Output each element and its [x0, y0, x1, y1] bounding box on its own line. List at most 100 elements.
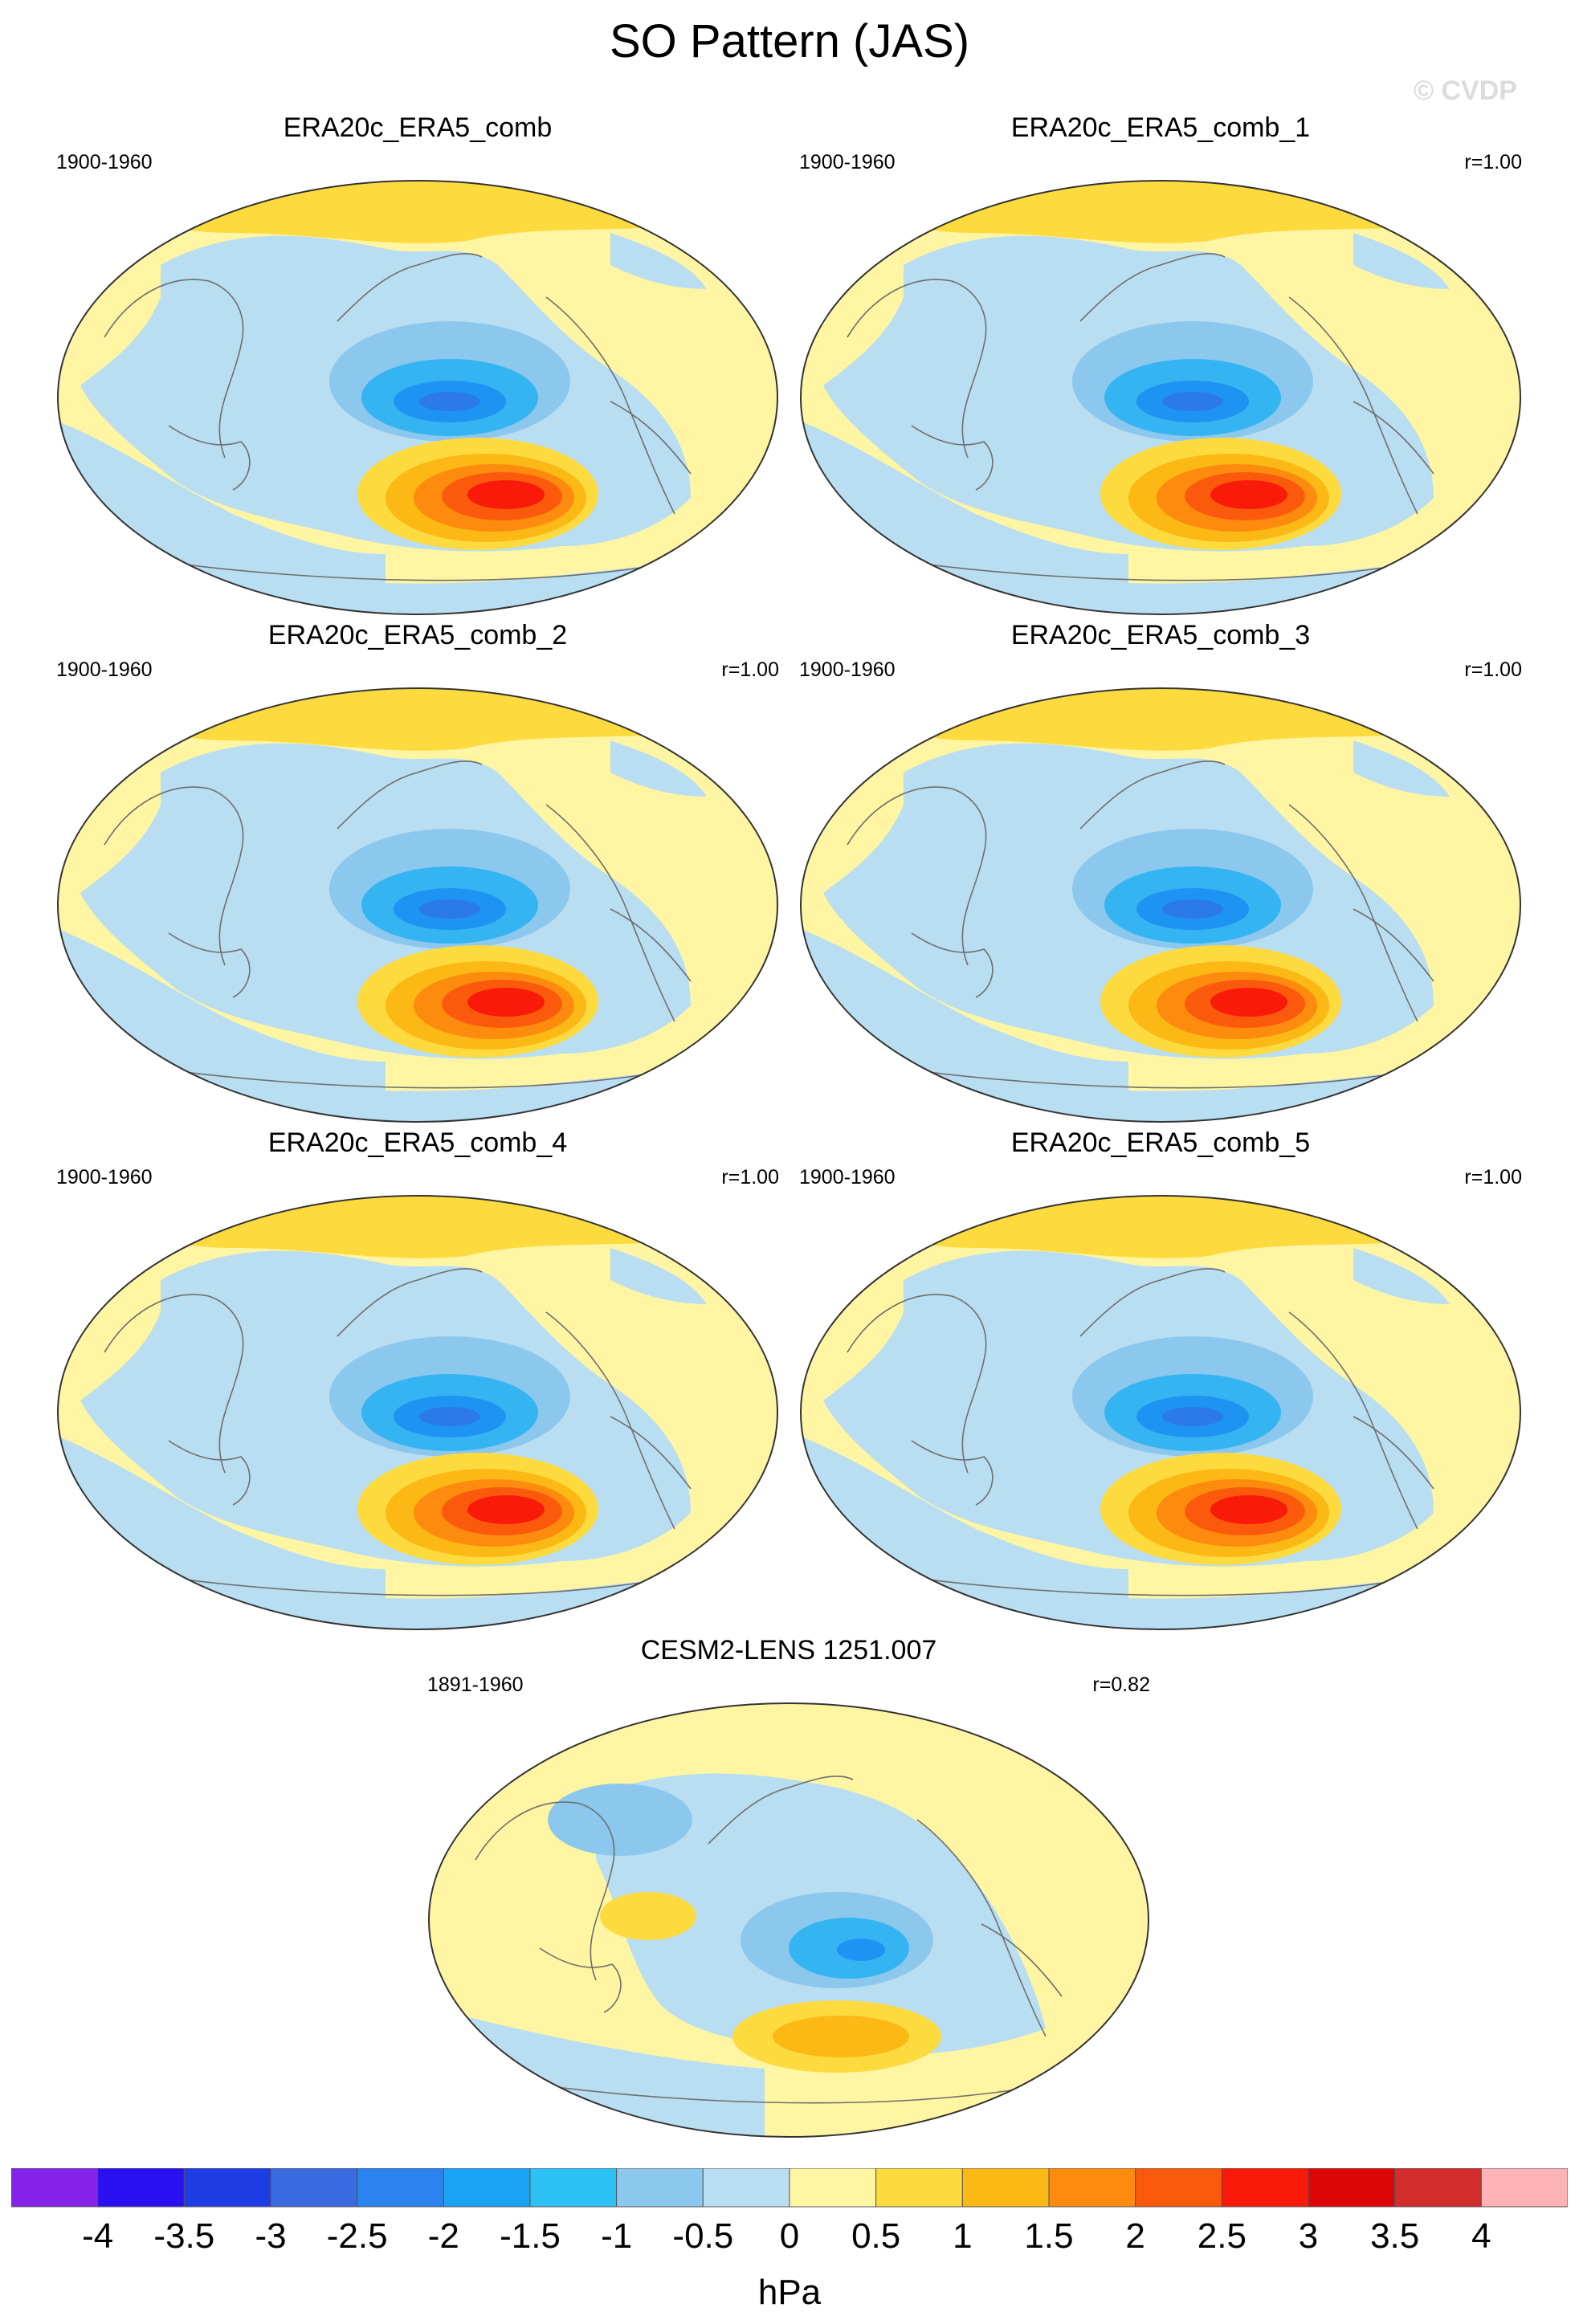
colorbar-swatch — [789, 2168, 877, 2208]
map-border — [800, 180, 1521, 615]
colorbar — [11, 2168, 1568, 2208]
negative-core-4 — [419, 899, 480, 919]
colorbar-swatch — [443, 2168, 531, 2208]
coastline — [168, 932, 251, 998]
map-field — [58, 688, 777, 1122]
colorbar-tick-label: -1 — [601, 2216, 633, 2256]
map-border — [57, 180, 778, 615]
coastline — [916, 1819, 1047, 2037]
positive-patch-west — [600, 1892, 696, 1940]
positive-core-5 — [1210, 988, 1287, 1017]
panel-title: ERA20c_ERA5_comb_3 — [1010, 620, 1311, 650]
coastline — [1353, 1416, 1434, 1490]
map-panel: ERA20c_ERA5_comb_4 1900-1960 r=1.00 — [48, 1127, 787, 1633]
coastline — [104, 786, 244, 966]
map-field — [801, 1196, 1520, 1629]
negative-core-4 — [419, 392, 480, 411]
colorbar-tick-label: -3 — [255, 2216, 287, 2256]
colorbar-swatch — [961, 2168, 1050, 2208]
colorbar-swatch — [97, 2168, 185, 2208]
coastline — [1079, 253, 1226, 322]
map-panel: ERA20c_ERA5_comb_3 1900-1960 r=1.00 — [791, 620, 1530, 1126]
map-field — [801, 688, 1520, 1122]
map-border — [800, 687, 1521, 1123]
panel-period: 1900-1960 — [56, 658, 153, 681]
colorbar-swatch — [11, 2168, 99, 2208]
panel-period: 1900-1960 — [799, 658, 896, 681]
map-plot — [800, 180, 1521, 615]
colorbar-tick-label: -0.5 — [672, 2216, 734, 2256]
map-panel: ERA20c_ERA5_comb_5 1900-1960 r=1.00 — [791, 1127, 1530, 1633]
colorbar-tick-label: 0 — [779, 2216, 800, 2256]
panel-period: 1900-1960 — [56, 151, 153, 173]
atlantic-negative-patch — [610, 740, 707, 797]
map-border — [57, 1195, 778, 1630]
coastline — [1288, 804, 1418, 1022]
coastline — [1288, 296, 1418, 515]
panel-correlation: r=1.00 — [721, 658, 779, 681]
coastline — [610, 1416, 692, 1490]
page-title: SO Pattern (JAS) — [609, 15, 970, 67]
colorbar-swatch — [1135, 2168, 1222, 2208]
atlantic-negative-patch — [1353, 233, 1450, 289]
map-plot — [57, 1195, 778, 1630]
colorbar-tick-label: 3.5 — [1370, 2216, 1420, 2256]
panel-correlation: r=1.00 — [1464, 658, 1522, 681]
negative-core-3 — [837, 1939, 885, 1961]
atlantic-negative-patch — [610, 1248, 707, 1304]
panel-title: ERA20c_ERA5_comb_1 — [1010, 112, 1311, 143]
panel-title: ERA20c_ERA5_comb_2 — [267, 620, 568, 650]
coastline — [847, 786, 987, 966]
colorbar-tick-label: 2 — [1125, 2216, 1145, 2256]
panel-period: 1900-1960 — [799, 1166, 896, 1189]
map-border — [800, 1195, 1521, 1630]
colorbar-swatch — [270, 2168, 358, 2208]
coastline — [545, 296, 675, 515]
map-panel: ERA20c_ERA5_comb_2 1900-1960 r=1.00 — [48, 620, 787, 1126]
coastline — [337, 253, 483, 322]
coastline — [1079, 1268, 1226, 1337]
coastline — [1353, 908, 1434, 982]
colorbar-tick-label: 1 — [953, 2216, 973, 2256]
coastline — [337, 1268, 483, 1337]
map-border — [428, 1702, 1149, 2138]
coastline — [1079, 760, 1226, 830]
map-plot — [800, 1195, 1521, 1630]
negative-core-west — [548, 1784, 692, 1856]
coastline — [847, 279, 987, 459]
colorbar-swatch — [529, 2168, 618, 2208]
coastline — [708, 1776, 854, 1845]
panel-period: 1900-1960 — [56, 1166, 153, 1189]
colorbar-units: hPa — [757, 2273, 822, 2312]
coastline — [168, 425, 251, 491]
coastline — [1288, 1311, 1418, 1530]
map-plot — [57, 687, 778, 1123]
atlantic-negative-patch — [1353, 1248, 1450, 1304]
positive-core-5 — [467, 480, 545, 509]
coastline — [1353, 401, 1434, 475]
colorbar-tick-label: -2 — [427, 2216, 459, 2256]
colorbar-swatch — [1394, 2168, 1482, 2208]
colorbar-tick-label: -1.5 — [500, 2216, 561, 2256]
coastline — [847, 1294, 987, 1474]
coastline — [168, 1440, 251, 1506]
coastline — [337, 760, 483, 830]
panel-title: ERA20c_ERA5_comb_4 — [267, 1127, 568, 1158]
colorbar-tick-label: 2.5 — [1197, 2216, 1246, 2256]
coastline — [545, 1311, 675, 1530]
watermark: © CVDP — [1414, 75, 1517, 106]
colorbar-tick-label: 3 — [1298, 2216, 1319, 2256]
coastline — [911, 932, 994, 998]
coastline — [981, 1923, 1063, 1997]
colorbar-swatch — [1480, 2168, 1568, 2208]
colorbar-swatch — [1308, 2168, 1396, 2208]
map-panel: ERA20c_ERA5_comb_1 1900-1960 r=1.00 — [791, 112, 1530, 618]
negative-core-4 — [419, 1407, 480, 1426]
negative-core-4 — [1162, 1407, 1223, 1426]
panel-correlation: r=1.00 — [721, 1166, 779, 1189]
colorbar-swatch — [875, 2168, 963, 2208]
positive-core-2 — [773, 2016, 909, 2057]
map-field — [58, 181, 777, 614]
panel-correlation: r=1.00 — [1464, 1166, 1522, 1189]
coastline — [610, 401, 692, 475]
